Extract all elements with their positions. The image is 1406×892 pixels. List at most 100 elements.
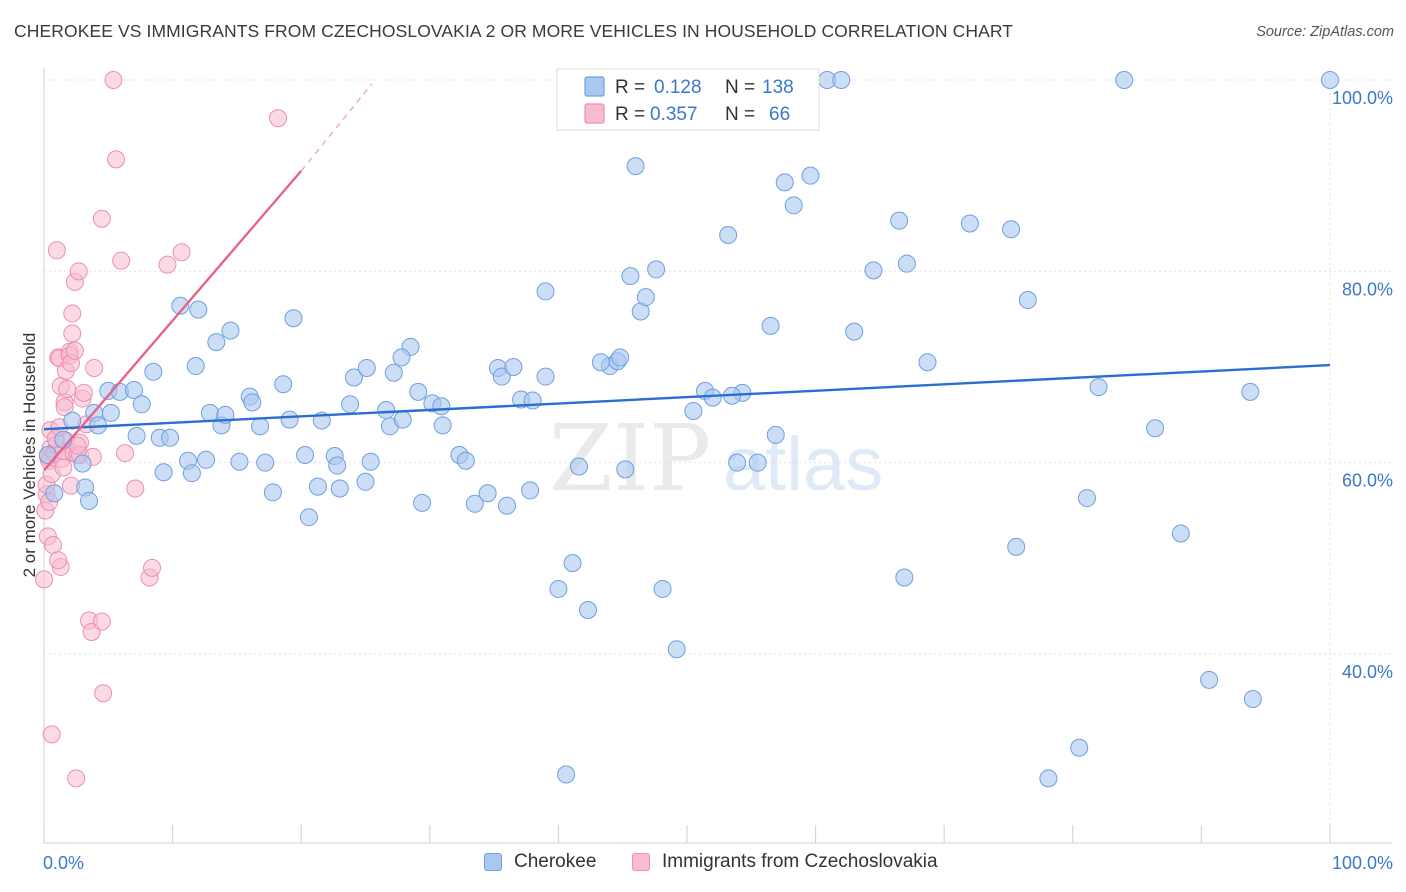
point-cherokee [1070, 738, 1089, 757]
point-cherokee [251, 417, 270, 436]
watermark: ZIP atlas [549, 405, 883, 512]
point-cherokee [626, 157, 645, 176]
point-cherokee [647, 260, 666, 279]
y-axis-label: 2 or more Vehicles in Household [20, 333, 39, 578]
point-cherokee [895, 568, 914, 587]
point-cherokee [392, 348, 411, 367]
point-cherokee [154, 463, 173, 482]
point-immigrants [92, 209, 111, 228]
watermark-atlas: atlas [723, 422, 884, 507]
legend-swatch-immigrants [584, 103, 605, 124]
point-cherokee [344, 368, 363, 387]
point-cherokee [1200, 670, 1219, 689]
point-cherokee [536, 282, 555, 301]
point-cherokee [784, 196, 803, 215]
point-immigrants [42, 725, 61, 744]
point-immigrants [49, 551, 68, 570]
point-cherokee [801, 166, 820, 185]
point-cherokee [845, 322, 864, 341]
point-cherokee [636, 288, 655, 307]
point-cherokee [221, 321, 240, 340]
point-immigrants [55, 398, 74, 417]
y-tick-label: 40.0% [1342, 662, 1393, 682]
point-cherokee [703, 388, 722, 407]
stats-legend: R = 0.128 N = 138 R = 0.357 N = 66 [556, 68, 820, 131]
point-immigrants [143, 558, 162, 577]
point-cherokee [230, 452, 249, 471]
y-tick-label: 60.0% [1342, 471, 1393, 491]
point-immigrants [63, 324, 82, 343]
point-cherokee [497, 496, 516, 515]
point-cherokee [719, 225, 738, 244]
y-tick-label: 100.0% [1332, 88, 1393, 108]
point-cherokee [432, 397, 451, 416]
point-cherokee [766, 425, 785, 444]
point-immigrants [65, 341, 84, 360]
point-cherokee [653, 579, 672, 598]
point-cherokee [144, 362, 163, 381]
point-immigrants [35, 570, 53, 589]
point-cherokee [563, 554, 582, 573]
x-tick-label-max: 100.0% [1332, 853, 1393, 873]
point-cherokee [775, 173, 794, 192]
point-cherokee [409, 382, 428, 401]
point-cherokee [125, 380, 144, 399]
chart-title: CHEROKEE VS IMMIGRANTS FROM CZECHOSLOVAK… [14, 21, 1014, 41]
legend-r-value: 0.128 [654, 77, 702, 98]
point-cherokee [341, 395, 360, 414]
point-immigrants [116, 444, 135, 463]
legend-n-label: N = [725, 77, 755, 98]
point-immigrants [74, 383, 93, 402]
legend-swatch-cherokee [584, 76, 605, 97]
immigrants-swatch [632, 853, 650, 871]
point-cherokee [504, 358, 523, 376]
point-cherokee [38, 446, 57, 465]
point-cherokee [243, 393, 262, 412]
point-cherokee [330, 479, 349, 498]
point-cherokee [1115, 71, 1134, 89]
point-immigrants [54, 458, 73, 477]
legend-n-value: 138 [762, 77, 794, 98]
point-cherokee [80, 491, 99, 510]
watermark-zip: ZIP [549, 405, 711, 512]
point-cherokee [1018, 291, 1037, 310]
point-cherokee [667, 640, 686, 659]
point-cherokee [377, 401, 396, 420]
point-cherokee [478, 484, 497, 503]
point-cherokee [591, 353, 610, 372]
point-cherokee [748, 453, 767, 472]
cherokee-swatch [484, 853, 502, 871]
point-immigrants [104, 71, 123, 89]
point-immigrants [85, 358, 104, 377]
trendline-immigrants [43, 170, 303, 472]
point-cherokee [1171, 524, 1190, 543]
point-immigrants [107, 150, 126, 169]
point-cherokee [127, 426, 146, 445]
point-cherokee [684, 402, 703, 421]
legend-n-value: 66 [769, 104, 790, 125]
point-cherokee [1002, 220, 1021, 239]
point-immigrants [58, 380, 77, 399]
point-cherokee [621, 267, 640, 286]
bottom-legend-immigrants-label: Immigrants from Czechoslovakia [662, 851, 938, 872]
point-cherokee [393, 410, 412, 429]
gridlines [43, 68, 1392, 843]
legend-n-label: N = [725, 104, 755, 125]
x-tick-label-min: 0.0% [43, 853, 84, 873]
point-cherokee [274, 375, 293, 394]
point-cherokee [357, 358, 376, 377]
point-cherokee [263, 483, 282, 502]
point-cherokee [465, 494, 484, 513]
point-cherokee [328, 456, 347, 475]
point-cherokee [132, 395, 151, 414]
point-immigrants [172, 243, 191, 262]
point-cherokee [1007, 537, 1026, 556]
point-immigrants [94, 684, 113, 703]
point-cherokee [308, 477, 327, 496]
series-immigrants-points [35, 71, 288, 788]
point-cherokee [897, 254, 916, 273]
point-immigrants [47, 241, 66, 260]
point-cherokee [101, 403, 120, 422]
point-immigrants [126, 479, 145, 498]
point-cherokee [492, 367, 511, 386]
